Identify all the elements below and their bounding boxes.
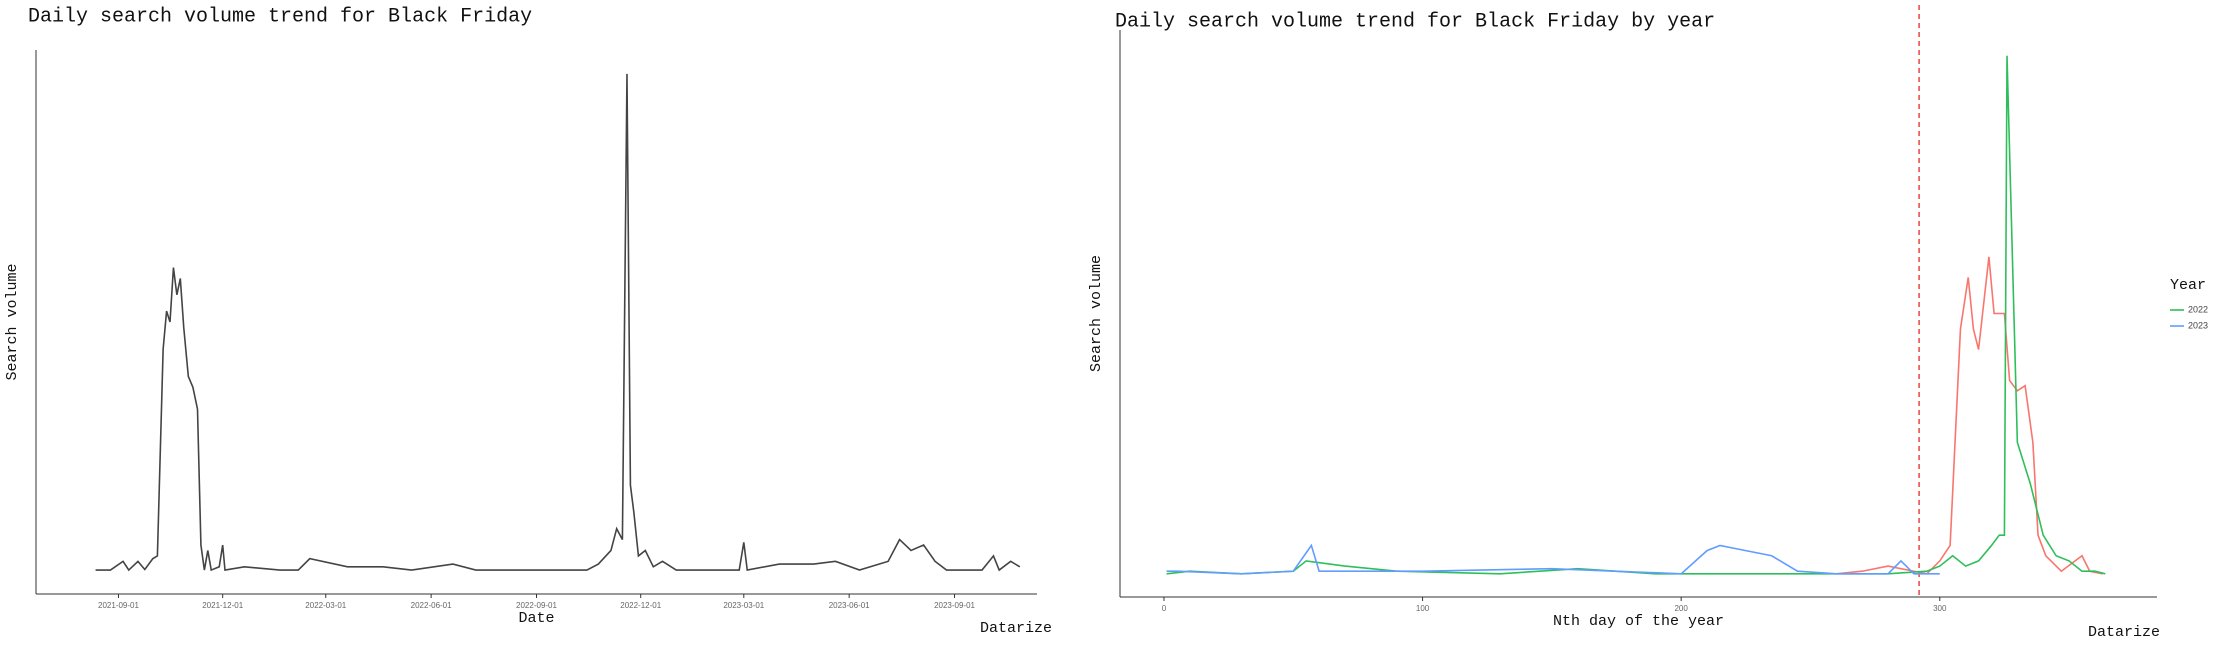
data-line [1836,256,2103,575]
x-axis-title: Nth day of the year [1553,613,1724,630]
x-axis-title: Date [518,610,554,627]
x-tick-label: 2022-06-01 [411,601,452,610]
x-tick-label: 2022-03-01 [305,601,346,610]
x-tick-label: 2023-06-01 [829,601,870,610]
x-tick-label: 2021-12-01 [202,601,243,610]
x-tick-label: 100 [1416,604,1430,613]
caption: Datarize [980,620,1052,637]
chart-title: Daily search volume trend for Black Frid… [1115,10,1715,33]
x-tick-label: 2023-03-01 [723,601,764,610]
legend-label: 2022 [2188,304,2208,314]
x-tick-label: 0 [1162,604,1167,613]
data-line [1166,543,1940,575]
legend-label: 2023 [2188,320,2208,330]
x-tick-label: 300 [1933,604,1947,613]
chart-title: Daily search volume trend for Black Frid… [28,5,532,28]
x-tick-label: 2022-09-01 [516,601,557,610]
y-axis-title: Search volume [4,263,21,380]
data-line [1166,55,2106,575]
x-tick-label: 2022-12-01 [620,601,661,610]
y-axis-title: Search volume [1088,255,1105,372]
x-tick-label: 2021-09-01 [98,601,139,610]
data-line [95,73,1021,572]
x-tick-label: 200 [1674,604,1688,613]
caption: Datarize [2088,624,2160,641]
x-tick-label: 2023-09-01 [934,601,975,610]
legend-title: Year [2170,277,2206,294]
